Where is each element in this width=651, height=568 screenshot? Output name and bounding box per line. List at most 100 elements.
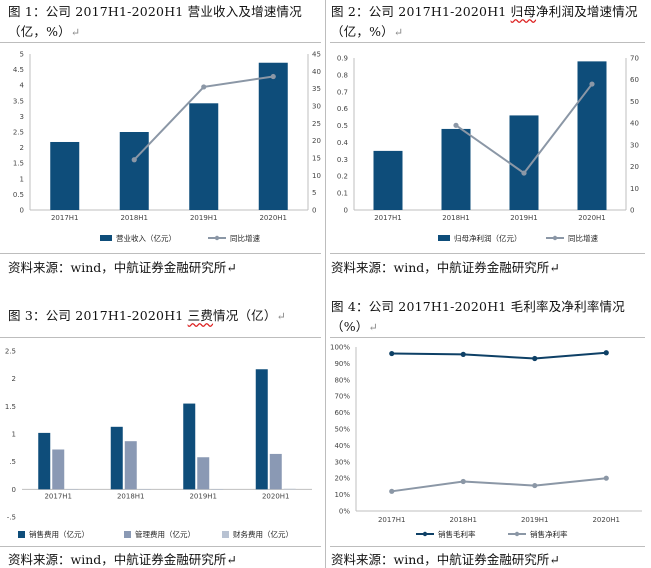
fig2-left-tick-label: 0.2: [337, 173, 348, 181]
fig4-series-point: [603, 350, 609, 356]
fig1-x-tick-label: 2020H1: [259, 214, 287, 222]
fig3-bar: [211, 489, 224, 490]
fig2-left-tick-label: 0.7: [337, 88, 348, 96]
fig1-left-tick-label: 0.5: [13, 191, 24, 199]
fig1-growth-point: [201, 84, 207, 90]
fig4-series-point: [532, 355, 538, 362]
fig4-left-tick-label: 10%: [334, 491, 350, 499]
fig1-legend-bar-swatch: [100, 235, 112, 241]
fig4-legend-marker: [514, 531, 520, 537]
fig3-bar: [197, 457, 210, 490]
fig4-x-tick-label: 2020H1: [592, 516, 620, 524]
fig2-chart: 0 0.1 0.2 0.3 0.4 0.5 0.6 0.7 0.8 0.9 0 10 20 30 40 50 6…: [330, 44, 648, 252]
fig3-left-tick-label: 2: [12, 375, 16, 383]
fig3-bar: [138, 489, 151, 490]
fig3-source: 资料来源：wind，中航证券金融研究所↵: [8, 549, 237, 568]
return-mark-icon: ↵: [549, 552, 560, 567]
fig1-left-tick-label: 4.5: [13, 66, 24, 74]
fig3-legend-swatch: [18, 531, 25, 538]
fig3-title-pre: 图 3：公司 2017H1-2020H1: [8, 308, 188, 323]
fig2-subtitle: （亿，%）: [331, 24, 394, 39]
fig1-subtitle: （亿，%）: [8, 24, 71, 39]
fig3-left-tick-label: -.5: [7, 514, 16, 522]
fig1-title: 图 1：公司 2017H1-2020H1 营业收入及增速情况: [8, 4, 302, 19]
fig2-right-tick-label: 60: [630, 76, 639, 84]
fig1-left-tick-label: 5: [20, 51, 24, 59]
fig2-bottom-rule: [330, 253, 645, 254]
fig4-top-rule: [330, 337, 645, 338]
fig3-caption: 图 3：公司 2017H1-2020H1 三费情况（亿）↵: [8, 306, 286, 327]
fig1-left-tick-label: 1: [20, 175, 24, 183]
fig2-right-tick-label: 20: [630, 163, 639, 171]
fig3-legend-swatch: [222, 531, 229, 538]
fig1-bar: [189, 103, 219, 210]
fig3-x-tick-label: 2019H1: [189, 492, 217, 500]
fig2-left-tick-label: 0.6: [337, 105, 349, 113]
fig4-chart-svg: 0% 10% 20% 30% 40% 50% 60% 70% 80% 90% 100% 2017H1 2…: [330, 344, 642, 539]
fig2-bar: [373, 150, 403, 210]
fig3-title-post: 情况（亿）: [213, 308, 277, 323]
fig4-left-tick-label: 70%: [334, 393, 350, 401]
fig3-left-tick-label: 1.5: [5, 403, 16, 411]
fig1-right-tick-label: 35: [312, 85, 321, 93]
fig2-left-tick-label: 0.9: [337, 55, 348, 63]
fig4-left-tick-label: 60%: [334, 409, 350, 417]
fig3-bar: [183, 403, 196, 490]
fig3-legend-swatch: [124, 531, 131, 538]
fig4-source: 资料来源：wind，中航证券金融研究所↵: [331, 549, 560, 568]
fig4-left-tick-label: 90%: [334, 360, 350, 368]
fig1-right-tick-label: 20: [312, 137, 321, 145]
fig2-left-tick-label: 0.3: [337, 156, 348, 164]
fig2-chart-svg: 0 0.1 0.2 0.3 0.4 0.5 0.6 0.7 0.8 0.9 0 10 20 30 40 50 6…: [337, 55, 639, 244]
return-mark-icon: ↵: [393, 26, 404, 39]
fig1-right-tick-label: 10: [312, 172, 321, 180]
fig3-bar: [283, 488, 296, 490]
fig1-left-tick-label: 4: [20, 82, 25, 90]
fig1-right-tick-label: 25: [312, 120, 321, 128]
fig1-right-tick-label: 5: [312, 189, 316, 197]
fig4-left-tick-label: 40%: [334, 442, 350, 450]
fig3-x-tick-label: 2020H1: [262, 492, 290, 500]
fig1-x-tick-label: 2019H1: [190, 214, 218, 222]
fig1-right-tick-label: 45: [312, 51, 321, 59]
fig1-x-tick-label: 2017H1: [51, 214, 79, 222]
fig2-legend-bar-swatch: [438, 235, 450, 241]
fig2-right-tick-label: 30: [630, 141, 639, 149]
fig1-source: 资料来源：wind，中航证券金融研究所↵: [8, 257, 237, 276]
fig4-series-point: [389, 488, 395, 494]
fig1-bottom-rule: [0, 253, 321, 254]
fig3-bar: [52, 449, 65, 490]
fig2-title-pre: 图 2：公司 2017H1-2020H1: [331, 4, 511, 19]
fig2-right-tick-label: 40: [630, 120, 639, 128]
fig4-bottom-rule: [330, 546, 645, 547]
fig3-left-tick-label: 1: [12, 431, 16, 439]
fig2-legend-line-marker: [552, 235, 558, 241]
fig2-growth-point: [589, 81, 595, 87]
fig2-left-tick-label: 0.4: [337, 139, 349, 147]
fig4-left-tick-label: 0%: [339, 508, 350, 516]
fig1-growth-point: [131, 157, 137, 163]
fig4-legend-marker: [422, 531, 428, 537]
fig3-x-tick-label: 2018H1: [117, 492, 145, 500]
fig2-growth-point: [453, 122, 459, 128]
fig1-chart-svg: 0 0.5 1 1.5 2 2.5 3 3.5 4 4.5 5 0 5 10 15 20 25 30 35 40 45 2…: [13, 51, 321, 244]
fig3-bar: [110, 426, 123, 490]
fig2-source: 资料来源：wind，中航证券金融研究所↵: [331, 257, 560, 276]
fig2-right-tick-label: 10: [630, 185, 639, 193]
fig4-subtitle: （%）: [331, 319, 369, 334]
fig3-chart-svg: -.5 0 .5 1 1.5 2 2.5 2017H1 2018H1 2019H1 2020H1 销售…: [5, 348, 312, 539]
return-mark-icon: ↵: [226, 260, 237, 275]
fig2-bar: [441, 128, 471, 210]
fig4-x-tick-label: 2019H1: [521, 516, 549, 524]
return-mark-icon: ↵: [70, 26, 81, 39]
fig4-series-point: [389, 350, 395, 357]
fig1-left-tick-label: 1.5: [13, 160, 24, 168]
fig1-right-tick-label: 15: [312, 155, 321, 163]
fig1-left-tick-label: 3.5: [13, 97, 24, 105]
fig2-right-tick-label: 50: [630, 98, 639, 106]
fig4-left-tick-label: 50%: [334, 426, 350, 434]
fig3-legend-label: 财务费用（亿元）: [233, 529, 293, 539]
fig4-caption: 图 4：公司 2017H1-2020H1 毛利率及净利率情况 （%）↵: [331, 297, 625, 338]
fig2-left-tick-label: 0.1: [337, 190, 348, 198]
fig1-left-tick-label: 0: [20, 207, 24, 215]
